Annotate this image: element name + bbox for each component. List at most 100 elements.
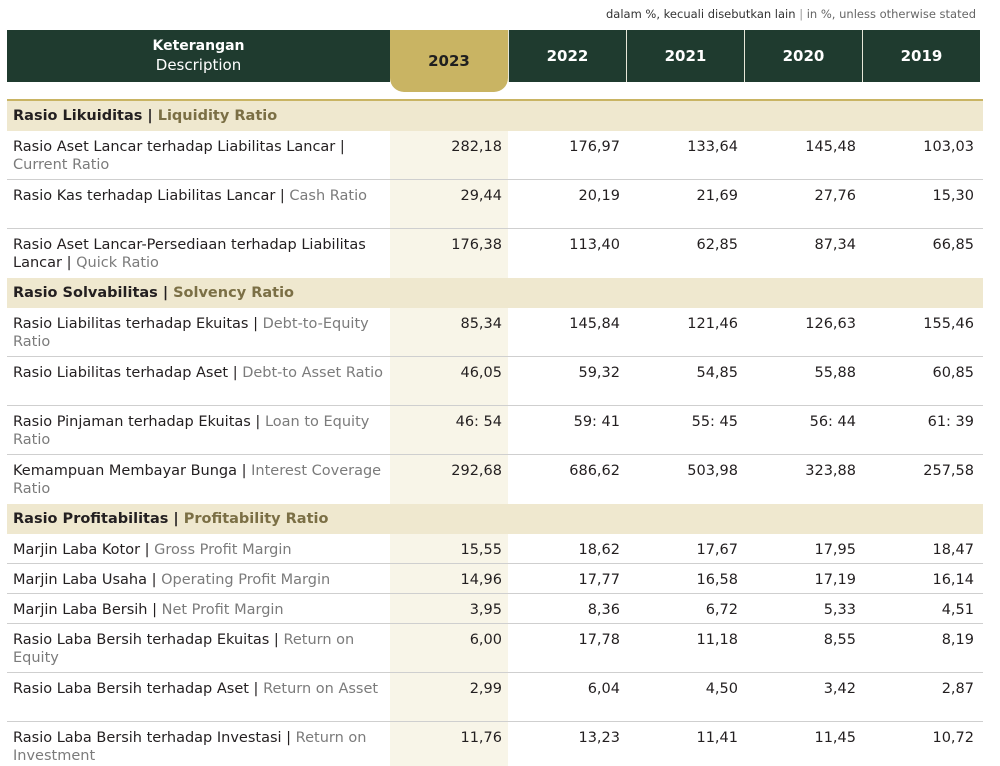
row-label-en: Return on Asset xyxy=(263,681,379,697)
cell-2020: 323,88 xyxy=(805,463,856,479)
cell-2022: 18,62 xyxy=(578,542,620,558)
table-row: Marjin Laba Kotor | Gross Profit Margin … xyxy=(7,534,983,564)
ratio-table-body: Rasio Likuiditas | Liquidity Ratio Rasio A… xyxy=(7,101,983,766)
unit-note: dalam %, kecuali disebutkan lain | in %,… xyxy=(606,7,976,21)
header-year-2022: 2022 xyxy=(508,30,626,82)
cell-2019: 18,47 xyxy=(932,542,974,558)
section-title-id: Rasio Solvabilitas xyxy=(13,285,158,301)
cell-2020: 56: 44 xyxy=(809,414,856,430)
highlight-column-2023 xyxy=(390,101,508,766)
cell-2021: 16,58 xyxy=(696,572,738,588)
cell-2019: 15,30 xyxy=(932,188,974,204)
cell-2020: 145,48 xyxy=(805,139,856,155)
row-label-id: Rasio Laba Bersih terhadap Ekuitas xyxy=(13,632,270,648)
cell-2023: 11,76 xyxy=(460,730,502,746)
row-label-en: Debt-to Asset Ratio xyxy=(242,365,384,381)
cell-2020: 5,33 xyxy=(823,602,856,618)
row-description: Marjin Laba Usaha | Operating Profit Mar… xyxy=(13,572,331,588)
table-row: Rasio Liabilitas terhadap Ekuitas | Debt… xyxy=(7,308,983,357)
cell-2023: 46,05 xyxy=(460,365,502,381)
row-description: Rasio Aset Lancar-Persediaan terhadap Li… xyxy=(13,237,366,271)
cell-2021: 55: 45 xyxy=(691,414,738,430)
header-description-en: Description xyxy=(155,56,242,74)
cell-2019: 10,72 xyxy=(932,730,974,746)
row-label-en: Operating Profit Margin xyxy=(161,572,331,588)
cell-2020: 126,63 xyxy=(805,316,856,332)
row-description: Marjin Laba Kotor | Gross Profit Margin xyxy=(13,542,292,558)
table-row: Rasio Aset Lancar terhadap Liabilitas La… xyxy=(7,131,983,180)
table-row: Rasio Pinjaman terhadap Ekuitas | Loan t… xyxy=(7,406,983,455)
row-description: Kemampuan Membayar Bunga | Interest Cove… xyxy=(13,463,382,497)
cell-2023: 29,44 xyxy=(460,188,502,204)
row-label-id: Rasio Liabilitas terhadap Ekuitas xyxy=(13,316,249,332)
header-description-id: Keterangan xyxy=(152,38,245,54)
cell-2023: 3,95 xyxy=(469,602,502,618)
cell-2022: 59: 41 xyxy=(573,414,620,430)
row-label-id: Marjin Laba Usaha xyxy=(13,572,148,588)
table-row: Rasio Aset Lancar-Persediaan terhadap Li… xyxy=(7,229,983,278)
header-year-2023: 2023 xyxy=(390,30,508,92)
row-label-id: Marjin Laba Bersih xyxy=(13,602,148,618)
cell-2019: 61: 39 xyxy=(927,414,974,430)
cell-2021: 4,50 xyxy=(705,681,738,697)
section-title-en: Liquidity Ratio xyxy=(157,108,278,124)
cell-2022: 686,62 xyxy=(569,463,620,479)
row-description: Marjin Laba Bersih | Net Profit Margin xyxy=(13,602,284,618)
table-row: Kemampuan Membayar Bunga | Interest Cove… xyxy=(7,455,983,504)
unit-note-id: dalam %, kecuali disebutkan lain xyxy=(605,7,796,21)
cell-2022: 17,77 xyxy=(578,572,620,588)
row-label-en: Gross Profit Margin xyxy=(154,542,292,558)
row-label-en: Quick Ratio xyxy=(76,255,159,271)
cell-2021: 21,69 xyxy=(696,188,738,204)
cell-2019: 4,51 xyxy=(941,602,974,618)
cell-2022: 13,23 xyxy=(578,730,620,746)
cell-2021: 6,72 xyxy=(705,602,738,618)
cell-2019: 66,85 xyxy=(932,237,974,253)
row-label-en: Net Profit Margin xyxy=(161,602,284,618)
row-label-en: Return on Equity xyxy=(13,632,355,666)
cell-2020: 55,88 xyxy=(814,365,856,381)
unit-note-en: in %, unless otherwise stated xyxy=(806,7,976,21)
row-description: Rasio Aset Lancar terhadap Liabilitas La… xyxy=(13,139,345,173)
cell-2022: 113,40 xyxy=(569,237,620,253)
row-label-en: Debt-to-Equity Ratio xyxy=(13,316,369,350)
cell-2021: 62,85 xyxy=(696,237,738,253)
row-label-en: Return on Investment xyxy=(13,730,367,764)
cell-2019: 60,85 xyxy=(932,365,974,381)
cell-2022: 145,84 xyxy=(569,316,620,332)
cell-2019: 2,87 xyxy=(941,681,974,697)
cell-2023: 14,96 xyxy=(460,572,502,588)
header-year-2020: 2020 xyxy=(744,30,862,82)
cell-2019: 155,46 xyxy=(923,316,974,332)
table-row: Rasio Laba Bersih terhadap Investasi | R… xyxy=(7,722,983,766)
cell-2022: 20,19 xyxy=(578,188,620,204)
header-divider xyxy=(7,99,983,101)
cell-2021: 11,18 xyxy=(696,632,738,648)
table-row: Rasio Laba Bersih terhadap Ekuitas | Ret… xyxy=(7,624,983,673)
row-label-id: Rasio Kas terhadap Liabilitas Lancar xyxy=(13,188,276,204)
section-title-en: Profitability Ratio xyxy=(183,511,329,527)
cell-2022: 8,36 xyxy=(587,602,620,618)
cell-2019: 8,19 xyxy=(941,632,974,648)
row-description: Rasio Laba Bersih terhadap Aset | Return… xyxy=(13,681,379,697)
row-description: Rasio Laba Bersih terhadap Ekuitas | Ret… xyxy=(13,632,355,666)
cell-2019: 257,58 xyxy=(923,463,974,479)
cell-2020: 87,34 xyxy=(814,237,856,253)
cell-2021: 11,41 xyxy=(696,730,738,746)
row-label-en: Loan to Equity Ratio xyxy=(13,414,370,448)
header-description: Keterangan Description xyxy=(7,30,390,82)
cell-2022: 17,78 xyxy=(578,632,620,648)
section-separator: | xyxy=(147,108,153,124)
cell-2020: 27,76 xyxy=(814,188,856,204)
table-row: Marjin Laba Usaha | Operating Profit Mar… xyxy=(7,564,983,594)
cell-2020: 17,95 xyxy=(814,542,856,558)
cell-2019: 16,14 xyxy=(932,572,974,588)
header-year-2021: 2021 xyxy=(626,30,744,82)
unit-note-separator: | xyxy=(799,7,804,21)
row-label-en: Cash Ratio xyxy=(289,188,367,204)
section-separator: | xyxy=(162,285,169,301)
table-row: Rasio Laba Bersih terhadap Aset | Return… xyxy=(7,673,983,722)
section-profitability: Rasio Profitabilitas | Profitability Ratio xyxy=(7,504,983,534)
cell-2022: 6,04 xyxy=(587,681,620,697)
table-row: Rasio Liabilitas terhadap Aset | Debt-to… xyxy=(7,357,983,406)
